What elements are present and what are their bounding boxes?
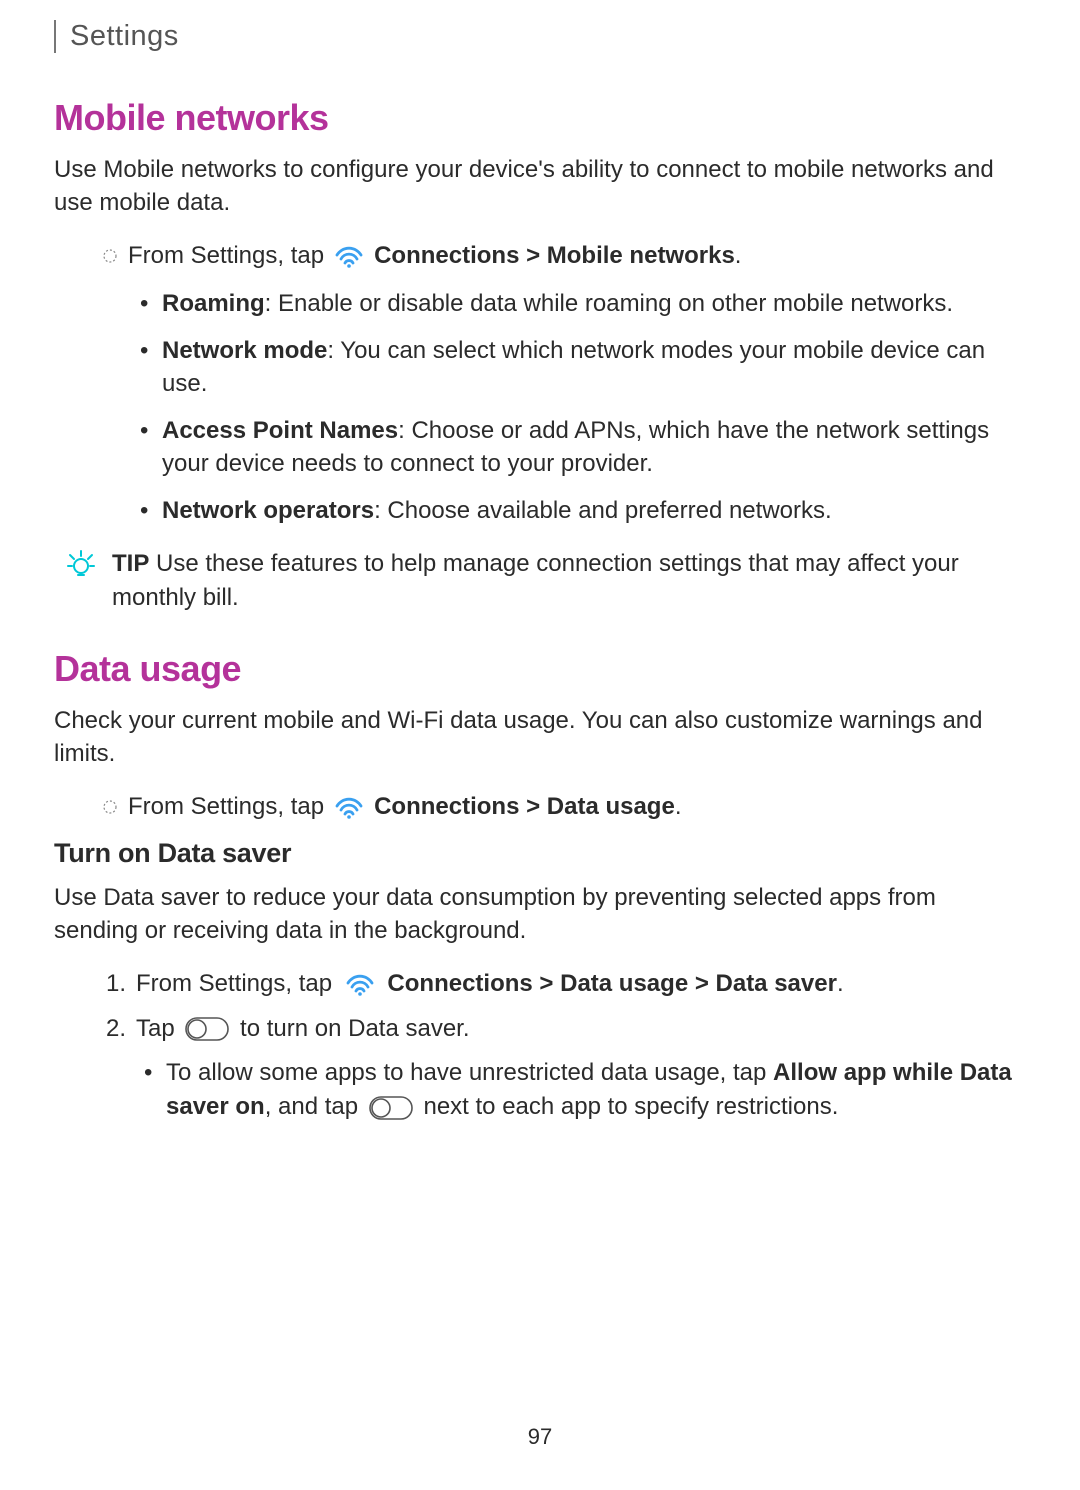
- breadcrumb: Settings: [70, 20, 1026, 53]
- step-prefix: From Settings, tap: [128, 239, 324, 273]
- tip-mobile-networks: TIP Use these features to help manage co…: [54, 547, 1026, 613]
- intro-data-saver: Use Data saver to reduce your data consu…: [54, 881, 1026, 947]
- toggle-icon: [369, 1096, 413, 1120]
- tip-text: TIP Use these features to help manage co…: [112, 547, 1026, 613]
- circle-bullet-icon: [102, 799, 118, 815]
- data-saver-steps: From Settings, tap Connections > Data us…: [54, 967, 1026, 1124]
- option-network-mode: Network mode: You can select which netwo…: [162, 334, 1026, 400]
- tip-bulb-icon: [66, 549, 96, 579]
- option-network-operators: Network operators: Choose available and …: [162, 494, 1026, 527]
- step-data-usage: From Settings, tap Connections > Data us…: [54, 790, 1026, 824]
- connections-icon: [334, 794, 364, 820]
- connections-icon: [334, 243, 364, 269]
- step-1: From Settings, tap Connections > Data us…: [106, 967, 1026, 1002]
- step-2-nested: To allow some apps to have unrestricted …: [136, 1056, 1026, 1123]
- mobile-networks-options: Roaming: Enable or disable data while ro…: [54, 287, 1026, 528]
- step-prefix: From Settings, tap: [128, 790, 324, 824]
- step-path: Connections > Data usage: [374, 793, 675, 820]
- step-2: Tap to turn on Data saver. To allow some…: [106, 1012, 1026, 1124]
- page-number: 97: [54, 1424, 1026, 1450]
- step-mobile-networks: From Settings, tap Connections > Mobile …: [54, 239, 1026, 273]
- option-apn: Access Point Names: Choose or add APNs, …: [162, 414, 1026, 480]
- document-page: Settings Mobile networks Use Mobile netw…: [0, 0, 1080, 1490]
- step-path: Connections > Mobile networks: [374, 242, 735, 269]
- circle-bullet-icon: [102, 248, 118, 264]
- connections-icon: [345, 971, 375, 997]
- intro-mobile-networks: Use Mobile networks to configure your de…: [54, 153, 1026, 219]
- option-roaming: Roaming: Enable or disable data while ro…: [162, 287, 1026, 320]
- intro-data-usage: Check your current mobile and Wi-Fi data…: [54, 704, 1026, 770]
- nested-allow-app: To allow some apps to have unrestricted …: [166, 1056, 1026, 1123]
- toggle-icon: [185, 1017, 229, 1041]
- heading-data-usage: Data usage: [54, 648, 1026, 690]
- breadcrumb-container: Settings: [54, 20, 1026, 53]
- heading-mobile-networks: Mobile networks: [54, 97, 1026, 139]
- heading-data-saver: Turn on Data saver: [54, 838, 1026, 869]
